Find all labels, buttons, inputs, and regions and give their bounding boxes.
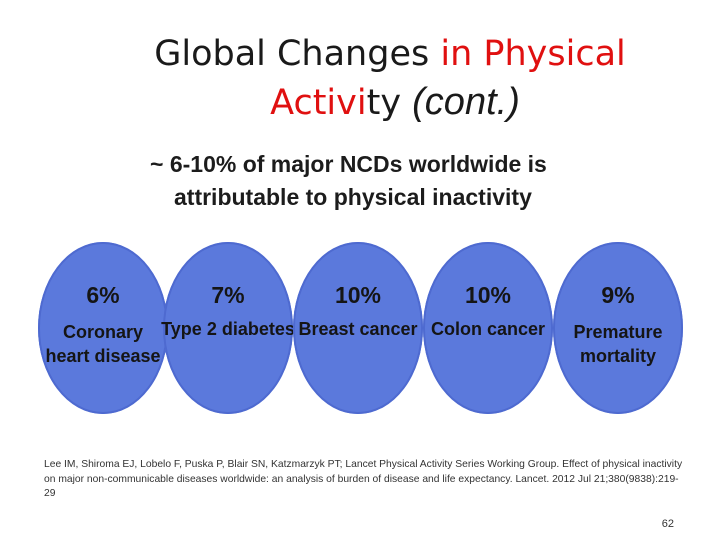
stat-percent: 10% xyxy=(464,282,512,308)
stat-label-line-2: mortality xyxy=(579,346,657,366)
stat-percent: 7% xyxy=(211,282,245,308)
subtitle-line-1: ~ 6-10% of major NCDs worldwide is xyxy=(150,151,547,177)
stat-label: Breast cancer xyxy=(283,317,433,341)
stat-label-line-2: heart disease xyxy=(45,346,161,366)
stat-label-line-1: Breast cancer xyxy=(298,319,418,339)
stat-circle-coronary: 6% Coronary heart disease xyxy=(38,242,168,414)
title-text-2: in Physical xyxy=(440,34,626,74)
title-text-4: ty xyxy=(366,83,413,123)
stat-circle-diabetes: 7% Type 2 diabetes xyxy=(161,242,295,414)
stat-label: Type 2 diabetes xyxy=(153,317,303,341)
stat-label-line-1: Premature xyxy=(573,322,663,342)
slide-subtitle: ~ 6-10% of major NCDs worldwide is attri… xyxy=(150,148,610,214)
citation-text: Lee IM, Shiroma EJ, Lobelo F, Puska P, B… xyxy=(44,459,683,499)
stat-label-line-1: Colon cancer xyxy=(430,319,546,339)
stat-circle-premature-mortality: 9% Premature mortality xyxy=(553,242,683,414)
slide-title: Global Changes in Physical Activity (con… xyxy=(0,30,720,127)
stat-circle-colon-cancer: 10% Colon cancer xyxy=(423,242,553,414)
stat-label-line-1: Coronary xyxy=(62,322,143,342)
title-text-5: (cont.) xyxy=(412,81,520,123)
subtitle-line-2: attributable to physical inactivity xyxy=(174,184,532,210)
title-line-2: Activity (cont.) xyxy=(0,78,720,127)
title-text-3: Activi xyxy=(270,83,367,123)
page-number: 62 xyxy=(661,518,674,530)
stat-percent: 6% xyxy=(86,282,120,308)
stat-label: Colon cancer xyxy=(413,317,563,341)
stat-label: Coronary heart disease xyxy=(28,320,178,368)
title-text-1: Global Changes xyxy=(154,34,441,74)
stat-percent: 10% xyxy=(334,282,382,308)
stat-label-line-1: Type 2 diabetes xyxy=(161,319,295,339)
stat-circle-breast-cancer: 10% Breast cancer xyxy=(293,242,423,414)
stat-percent: 9% xyxy=(601,282,635,308)
stat-label: Premature mortality xyxy=(543,320,693,368)
